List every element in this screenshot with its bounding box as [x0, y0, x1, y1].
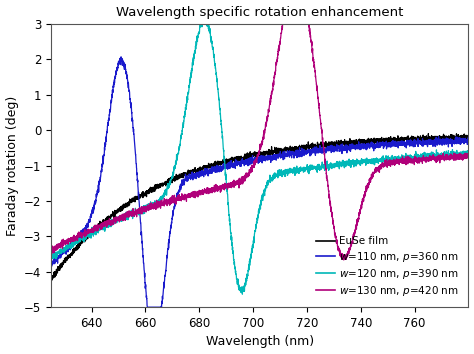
Title: Wavelength specific rotation enhancement: Wavelength specific rotation enhancement: [116, 6, 403, 18]
Y-axis label: Faraday rotation (deg): Faraday rotation (deg): [6, 95, 18, 236]
Legend: EuSe film, $w$=110 nm, $p$=360 nm, $w$=120 nm, $p$=390 nm, $w$=130 nm, $p$=420 n: EuSe film, $w$=110 nm, $p$=360 nm, $w$=1…: [312, 232, 463, 302]
X-axis label: Wavelength (nm): Wavelength (nm): [206, 336, 314, 348]
